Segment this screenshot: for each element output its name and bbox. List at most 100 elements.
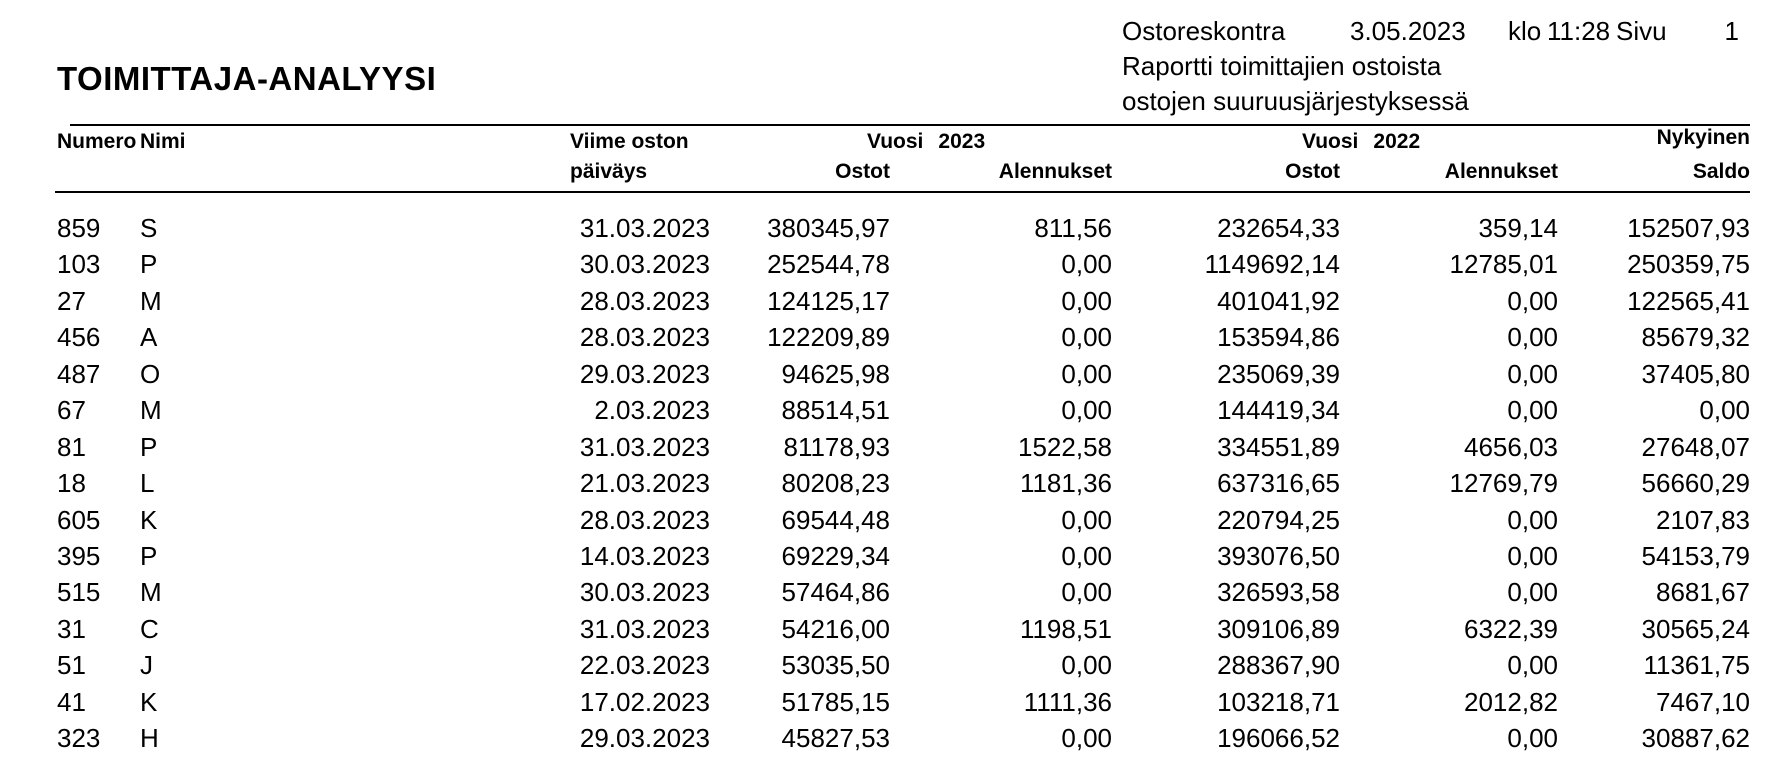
cell-alennukset-2022: 0,00 [1507,358,1558,389]
cell-paivays: 28.03.2023 [579,285,710,316]
cell-ostot-2022: 103218,71 [1217,686,1340,717]
cell-alennukset-2023: 0,00 [1061,358,1112,389]
cell-nimi: K [140,686,158,717]
cell-nimi: C [140,613,159,644]
year-2022: 2022 [1373,130,1421,153]
cell-numero: 18 [57,468,86,499]
vuosi-label: Vuosi [867,130,924,153]
cell-saldo: 27648,07 [1641,431,1750,462]
cell-nimi: M [140,577,162,608]
cell-saldo: 7467,10 [1656,686,1750,717]
cell-numero: 51 [57,650,86,681]
cell-alennukset-2022: 359,14 [1478,213,1558,243]
cell-alennukset-2022: 0,00 [1507,504,1558,535]
cell-ostot-2023: 81178,93 [783,431,890,462]
cell-ostot-2023: 252544,78 [767,249,890,280]
header-rule-top [70,124,1750,126]
column-header-nimi: Nimi [140,130,186,153]
cell-saldo: 0,00 [1699,395,1750,426]
cell-ostot-2022: 220794,25 [1217,504,1340,535]
cell-alennukset-2023: 0,00 [1061,285,1112,316]
cell-alennukset-2023: 1111,36 [1023,686,1112,717]
cell-ostot-2023: 94625,98 [781,358,890,389]
cell-alennukset-2022: 2012,82 [1464,686,1558,717]
cell-saldo: 30887,62 [1641,723,1750,754]
cell-saldo: 54153,79 [1641,540,1750,571]
cell-ostot-2022: 401041,92 [1217,285,1340,316]
cell-numero: 31 [57,613,86,644]
cell-ostot-2023: 80208,23 [781,468,890,499]
module-name: Ostoreskontra [1122,16,1286,46]
cell-paivays: 17.02.2023 [579,686,710,717]
cell-alennukset-2023: 0,00 [1061,395,1112,426]
cell-paivays: 31.03.2023 [579,213,710,243]
cell-saldo: 11361,75 [1643,650,1750,681]
cell-ostot-2023: 53035,50 [781,650,890,681]
cell-alennukset-2023: 811,56 [1034,213,1112,243]
table-row: 27 M 28.03.2023 124125,17 0,00 401041,92… [55,283,1750,319]
column-header-vuosi-2023: Vuosi 2023 [867,129,985,155]
table-row: 605 K 28.03.2023 69544,48 0,00 220794,25… [55,502,1750,538]
cell-alennukset-2023: 1181,36 [1019,468,1112,499]
cell-paivays: 30.03.2023 [579,249,710,280]
cell-paivays: 30.03.2023 [579,577,710,608]
table-body: 859 S 31.03.2023 380345,97 811,56 232654… [55,210,1750,757]
cell-alennukset-2022: 0,00 [1507,650,1558,681]
cell-paivays: 22.03.2023 [579,650,710,681]
table-row: 323 H 29.03.2023 45827,53 0,00 196066,52… [55,720,1750,756]
cell-ostot-2022: 196066,52 [1217,723,1340,754]
cell-nimi: P [140,249,158,280]
cell-saldo: 2107,83 [1656,504,1750,535]
cell-ostot-2022: 1149692,14 [1204,249,1340,280]
cell-alennukset-2022: 0,00 [1507,285,1558,316]
cell-saldo: 8681,67 [1656,577,1750,608]
cell-paivays: 29.03.2023 [579,723,710,754]
cell-numero: 456 [57,322,101,353]
cell-numero: 67 [57,395,86,426]
header-right-line2: Raportti toimittajien ostoista [1122,51,1442,81]
report-date: 3.05.2023 [1350,16,1466,46]
cell-alennukset-2022: 4656,03 [1464,431,1558,462]
cell-ostot-2023: 69544,48 [781,504,890,535]
cell-ostot-2022: 235069,39 [1217,358,1340,389]
cell-ostot-2022: 637316,65 [1217,468,1340,499]
table-row: 41 K 17.02.2023 51785,15 1111,36 103218,… [55,684,1750,720]
cell-alennukset-2022: 12785,01 [1449,249,1558,280]
cell-nimi: M [140,395,162,426]
table-row: 31 C 31.03.2023 54216,00 1198,51 309106,… [55,611,1750,647]
table-row: 51 J 22.03.2023 53035,50 0,00 288367,90 … [55,647,1750,683]
cell-alennukset-2022: 6322,39 [1464,613,1558,644]
cell-numero: 103 [57,249,101,280]
cell-numero: 323 [57,723,101,754]
year-2023: 2023 [938,130,986,153]
cell-alennukset-2022: 12769,79 [1449,468,1558,499]
cell-paivays: 14.03.2023 [579,540,710,571]
cell-ostot-2023: 124125,17 [767,285,890,316]
cell-alennukset-2023: 0,00 [1061,577,1112,608]
cell-paivays: 31.03.2023 [579,613,710,644]
cell-paivays: 29.03.2023 [579,358,710,389]
table-row: 515 M 30.03.2023 57464,86 0,00 326593,58… [55,574,1750,610]
cell-alennukset-2022: 0,00 [1507,723,1558,754]
table-row: 18 L 21.03.2023 80208,23 1181,36 637316,… [55,465,1750,501]
column-header-alennukset-2023: Alennukset [998,160,1112,183]
cell-paivays: 2.03.2023 [594,395,710,426]
cell-nimi: J [140,650,153,681]
table-row: 395 P 14.03.2023 69229,34 0,00 393076,50… [55,538,1750,574]
cell-numero: 605 [57,504,101,535]
column-header-alennukset-2022: Alennukset [1444,160,1558,183]
header-right-line1: Ostoreskontra 3.05.2023 klo 11:28 Sivu 1 [1122,14,1750,49]
cell-alennukset-2023: 0,00 [1061,540,1112,571]
column-header-paivays: päiväys [570,160,648,183]
cell-ostot-2022: 334551,89 [1217,431,1340,462]
table-row: 859 S 31.03.2023 380345,97 811,56 232654… [55,210,1750,246]
cell-nimi: M [140,285,162,316]
cell-alennukset-2023: 0,00 [1061,249,1112,280]
cell-paivays: 21.03.2023 [579,468,710,499]
cell-ostot-2023: 57464,86 [781,577,890,608]
cell-alennukset-2022: 0,00 [1507,577,1558,608]
cell-ostot-2023: 45827,53 [781,723,890,754]
cell-numero: 81 [57,431,86,462]
cell-ostot-2023: 88514,51 [781,395,890,426]
